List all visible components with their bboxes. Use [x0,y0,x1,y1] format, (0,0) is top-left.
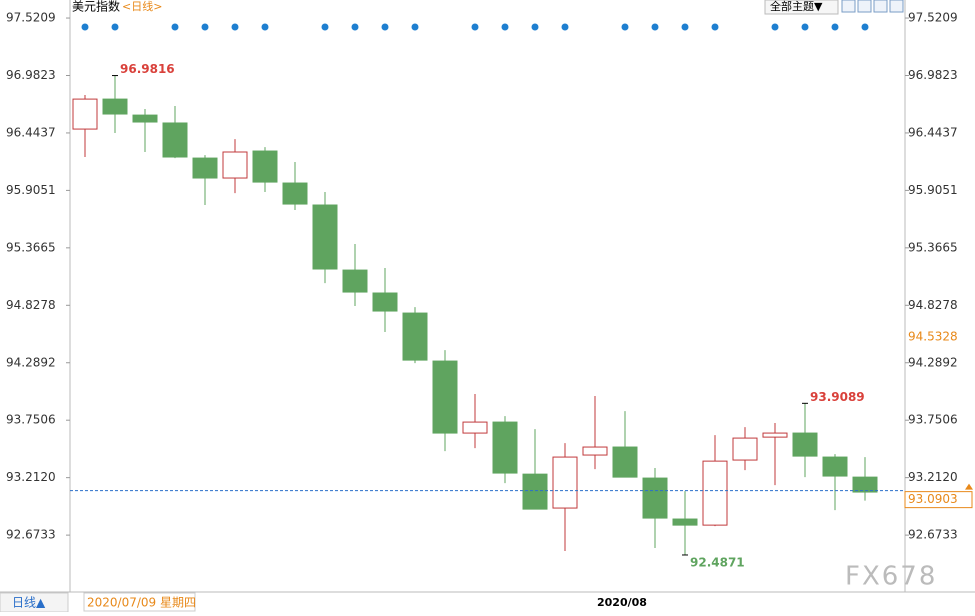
candle-body [222,151,248,179]
event-dot [681,23,689,31]
candle-body [522,473,548,510]
cursor-date-box [83,592,196,612]
candle-body [762,432,788,438]
period-button[interactable]: 日线▲ [12,596,46,610]
candle-body [102,98,128,115]
high-annotation: 93.9089 [810,390,865,404]
candle-body [162,122,188,158]
event-dot [471,23,479,31]
event-dot [621,23,629,31]
event-dot [531,23,539,31]
candle-body [372,292,398,312]
candle-body [312,204,338,270]
low-annotation: 92.4871 [690,555,745,569]
y-tick-label: 96.4437 [908,125,958,139]
y-tick-label: 93.2120 [908,470,958,484]
title: 美元指数 [72,0,120,14]
event-dot [231,23,239,31]
high-annotation: 96.9816 [120,62,175,76]
last-price-label: 93.0903 [908,492,958,506]
y-tick-label: 92.6733 [6,528,56,542]
candle-body [582,446,608,456]
cursor-price-label: 94.5328 [908,329,958,343]
event-dot [81,23,89,31]
cursor-date: 2020/07/09 星期四 [87,596,196,610]
period-label: <日线> [122,0,162,13]
candle-body [282,182,308,205]
candle-body [132,114,158,123]
event-dot [651,23,659,31]
candle-body [432,360,458,434]
event-dot [861,23,869,31]
event-dot [261,23,269,31]
y-tick-label: 97.5209 [6,11,56,25]
y-tick-label: 95.3665 [908,240,958,254]
candle-body [852,476,878,493]
candle-body [492,421,518,474]
event-dot [801,23,809,31]
last-price-box [904,491,973,509]
theme-menu-box[interactable] [764,0,839,15]
candle-body [702,460,728,526]
event-dot [411,23,419,31]
candle-body [192,157,218,179]
candle-body [732,437,758,461]
last-price-arrow [965,483,973,490]
event-dot [111,23,119,31]
y-tick-label: 97.5209 [908,11,958,25]
candle-body [792,432,818,457]
event-dot [171,23,179,31]
theme-menu[interactable]: 全部主题▼ [770,0,823,13]
tool-button[interactable] [889,0,904,13]
watermark: FX678 [845,562,937,592]
y-tick-label: 95.9051 [6,183,56,197]
event-dot [831,23,839,31]
candle-body [822,456,848,477]
y-tick-label: 93.7506 [908,413,958,427]
candle-body [342,269,368,293]
event-dot [711,23,719,31]
event-dot [351,23,359,31]
y-tick-label: 94.2892 [6,355,56,369]
candle-body [462,421,488,434]
candle-body [402,312,428,361]
toolbar [841,0,904,13]
y-tick-label: 96.9823 [6,68,56,82]
y-tick-label: 95.9051 [908,183,958,197]
candle-body [552,456,578,509]
tool-button[interactable] [841,0,856,13]
event-dot [381,23,389,31]
y-tick-label: 92.6733 [908,528,958,542]
y-tick-label: 96.9823 [908,68,958,82]
y-tick-label: 95.3665 [6,240,56,254]
candle-body [252,150,278,183]
y-tick-label: 96.4437 [6,125,56,139]
x-tick-label: 2020/08 [597,596,647,609]
event-dot [501,23,509,31]
y-tick-label: 94.8278 [6,298,56,312]
event-dot [561,23,569,31]
candle-body [72,98,98,130]
y-tick-label: 93.7506 [6,413,56,427]
candle-body [612,446,638,478]
event-dot [321,23,329,31]
tool-button[interactable] [873,0,888,13]
y-tick-label: 93.2120 [6,470,56,484]
y-tick-label: 94.8278 [908,298,958,312]
tool-button[interactable] [857,0,872,13]
y-tick-label: 94.2892 [908,355,958,369]
event-dot [771,23,779,31]
candle-body [672,518,698,526]
event-dot [201,23,209,31]
candle-body [642,477,668,519]
